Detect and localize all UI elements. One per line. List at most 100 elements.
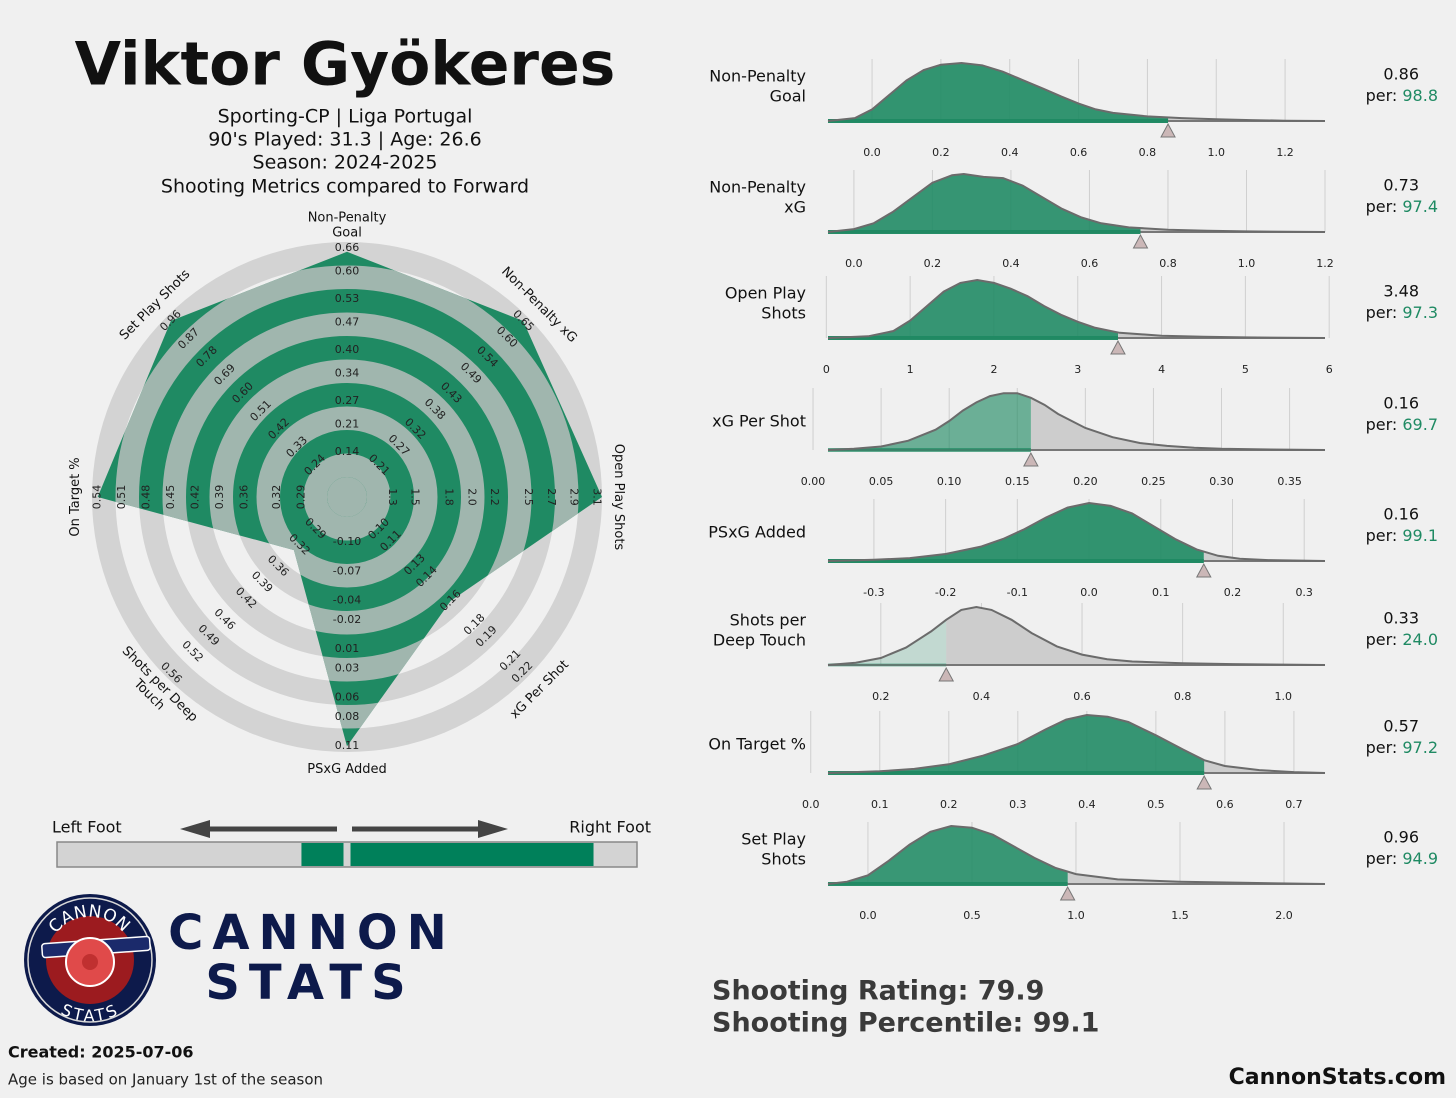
x-tick-label: 1.0	[1067, 909, 1085, 922]
percentile-prefix: per:	[1366, 526, 1398, 545]
left-arrow-head	[180, 820, 210, 838]
percentile-value: 94.9	[1402, 849, 1438, 868]
percentile-text: per: 69.7	[1366, 415, 1438, 434]
percentile-value: 97.2	[1402, 738, 1438, 757]
player-marker	[1196, 774, 1213, 790]
metric-value: 0.16	[1383, 505, 1419, 524]
right-foot-label: Right Foot	[569, 818, 651, 837]
radar-tick-label: 0.06	[335, 691, 360, 704]
logo: CANNON STATS	[24, 894, 156, 1026]
x-tick-label: 0.6	[1070, 146, 1088, 159]
x-tick-label: 0.3	[1295, 586, 1313, 599]
x-tick-label: 1	[907, 363, 914, 376]
radar-tick-label: 1.5	[409, 488, 422, 506]
player-marker	[1023, 451, 1039, 467]
metric-label: Shots	[761, 850, 806, 869]
brand-line: STATS	[205, 955, 414, 1011]
header-line: Season: 2024-2025	[253, 152, 438, 174]
summary-line: Shooting Rating: 79.9	[712, 976, 1044, 1007]
brand-line: CANNON	[168, 905, 456, 961]
metric-value: 0.57	[1383, 717, 1419, 736]
metric-value: 0.73	[1383, 176, 1419, 195]
header-line: Shooting Metrics compared to Forward	[161, 176, 529, 198]
radar-tick-label: -0.10	[333, 535, 361, 548]
x-tick-label: 0.15	[1005, 475, 1030, 488]
radar-tick-label: 2.9	[568, 488, 581, 506]
x-tick-label: 2.0	[1275, 909, 1293, 922]
density-curve	[827, 278, 1326, 339]
x-tick-label: 0.4	[1002, 257, 1020, 270]
percentile-text: per: 97.3	[1366, 303, 1438, 322]
x-tick-label: 0.6	[1081, 257, 1099, 270]
metric-label: Non-Penalty	[709, 178, 806, 197]
radar-tick-label: 0.03	[335, 662, 360, 675]
percentile-value: 99.1	[1402, 526, 1438, 545]
metric-label: xG	[784, 198, 806, 217]
radar-axis-label: On Target %	[68, 457, 83, 536]
right-foot-bar	[350, 843, 594, 866]
density-player-area	[828, 619, 947, 665]
metric-label: Deep Touch	[713, 631, 806, 650]
x-tick-label: -0.1	[1007, 586, 1028, 599]
radar-band-overlay	[162, 312, 532, 682]
radar-overlay	[115, 265, 579, 729]
player-marker	[1160, 122, 1176, 138]
radar-hole-overlay	[327, 477, 367, 517]
created-date: Created: 2025-07-06	[8, 1043, 194, 1062]
x-tick-label: 0.5	[963, 909, 981, 922]
radar-tick-label: 0.42	[189, 485, 202, 510]
x-tick-label: 0.0	[863, 146, 881, 159]
density-player-area	[828, 826, 1068, 884]
radar-tick-label: 0.51	[115, 485, 128, 510]
metric-label: xG Per Shot	[712, 412, 806, 431]
radar-axis-label-line: Non-Penalty	[308, 210, 387, 225]
radar-axis-label-line: PSxG Added	[307, 762, 386, 777]
radar-tick-label: 0.01	[335, 642, 360, 655]
x-tick-label: 0.0	[1080, 586, 1098, 599]
metric-label: Goal	[770, 87, 806, 106]
header-lines: Sporting-CP | Liga Portugal 90's Played:…	[161, 106, 529, 198]
logo-hub	[82, 954, 98, 970]
x-tick-label: 0.10	[937, 475, 962, 488]
x-tick-label: 1.2	[1276, 146, 1294, 159]
x-tick-label: 0.2	[940, 798, 958, 811]
player-marker	[1132, 233, 1149, 249]
radar-tick-label: 2.2	[488, 488, 501, 506]
metric-label: PSxG Added	[708, 523, 806, 542]
density-player-area	[828, 393, 1031, 450]
radar-band-overlay	[115, 265, 579, 729]
player-marker	[1059, 885, 1076, 901]
x-tick-label: 0.25	[1141, 475, 1166, 488]
metric-label: Shots	[761, 304, 806, 323]
density-player-area	[828, 715, 1205, 773]
x-tick-label: 0.3	[1009, 798, 1027, 811]
player-marker	[1195, 562, 1212, 578]
radar-tick-label: -0.02	[333, 613, 361, 626]
header-line: Sporting-CP | Liga Portugal	[218, 106, 473, 128]
density-player-area	[828, 174, 1141, 232]
x-tick-label: 0.05	[869, 475, 894, 488]
percentile-prefix: per:	[1366, 849, 1398, 868]
radar-tick-label: 0.60	[335, 264, 360, 277]
percentile-value: 24.0	[1402, 630, 1438, 649]
density-curve	[827, 61, 1326, 122]
density-tail-area	[1204, 760, 1325, 773]
radar-tick-label: 0.29	[295, 485, 308, 510]
radar-band-overlay	[256, 406, 438, 588]
metric-value: 0.16	[1383, 394, 1419, 413]
radar-tick-label: 2.5	[522, 488, 535, 506]
radar-tick-label: 0.14	[335, 445, 360, 458]
radar-tick-label: 0.54	[91, 485, 104, 510]
x-tick-label: 0.4	[973, 690, 991, 703]
x-tick-label: 2	[990, 363, 997, 376]
x-tick-label: 0	[823, 363, 830, 376]
x-tick-label: 1.0	[1274, 690, 1292, 703]
density-tail-area	[946, 607, 1325, 665]
age-note: Age is based on January 1st of the seaso…	[8, 1071, 323, 1089]
radar-tick-label: -0.04	[333, 594, 361, 607]
x-tick-label: 0.0	[859, 909, 877, 922]
x-tick-label: 0.2	[932, 146, 950, 159]
x-tick-label: 4	[1158, 363, 1165, 376]
x-tick-label: 1.5	[1171, 909, 1189, 922]
